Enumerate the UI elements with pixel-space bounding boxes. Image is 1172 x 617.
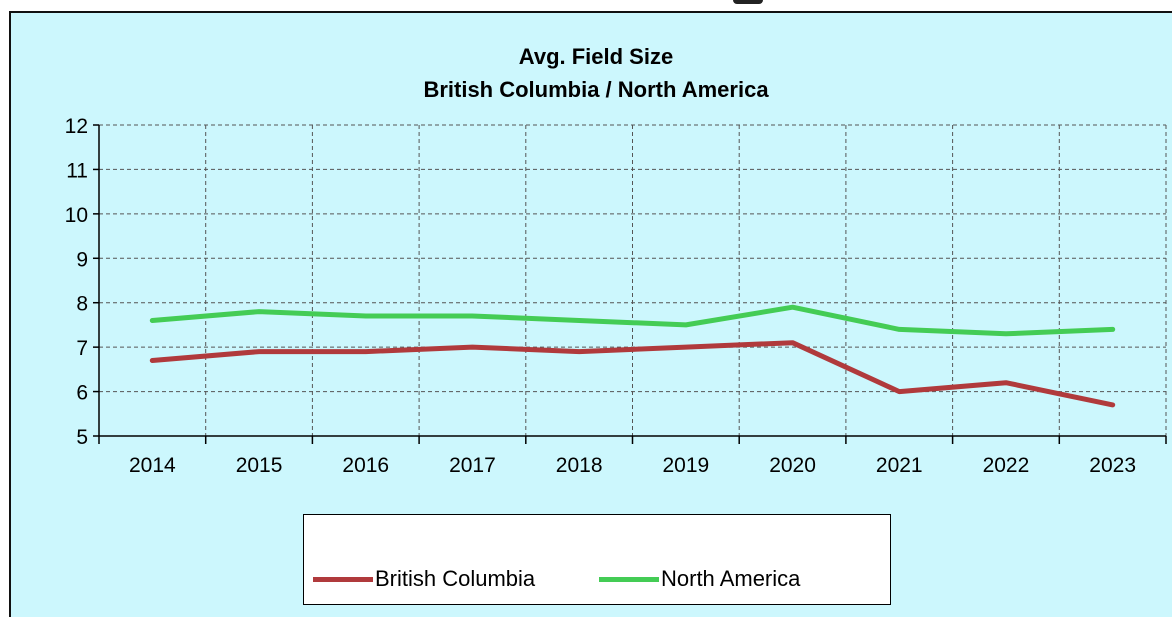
legend-swatch-british-columbia xyxy=(313,576,373,582)
y-tick-label: 7 xyxy=(76,337,88,360)
chart-title: Avg. Field Size xyxy=(519,44,673,69)
x-tick-label: 2015 xyxy=(236,454,283,477)
y-axis-ticks: 5 6 7 8 9 10 11 12 xyxy=(65,115,99,449)
gridlines xyxy=(99,124,1167,436)
y-tick-label: 5 xyxy=(76,426,88,449)
y-tick-label: 12 xyxy=(65,115,88,138)
series-line-british-columbia xyxy=(149,340,1116,408)
x-tick-label: 2017 xyxy=(449,454,496,477)
x-tick-label: 2023 xyxy=(1089,454,1136,477)
legend-item-north-america: North America xyxy=(599,565,800,593)
legend-label-north-america: North America xyxy=(661,566,801,591)
x-tick-label: 2021 xyxy=(876,454,923,477)
x-tick-label: 2016 xyxy=(342,454,389,477)
x-tick-label: 2018 xyxy=(556,454,603,477)
x-tick-label: 2022 xyxy=(983,454,1030,477)
y-tick-label: 8 xyxy=(76,293,88,316)
y-tick-label: 11 xyxy=(66,159,88,182)
legend-item-british-columbia: British Columbia xyxy=(313,565,535,593)
legend-swatch-north-america xyxy=(599,576,659,582)
x-tick-label: 2020 xyxy=(769,454,816,477)
chart-subtitle: British Columbia / North America xyxy=(423,77,769,102)
series-line-north-america xyxy=(149,304,1116,337)
x-tick-label: 2014 xyxy=(129,454,176,477)
x-tick-label: 2019 xyxy=(662,454,709,477)
y-tick-label: 9 xyxy=(76,248,88,271)
x-axis-ticks: 2014 2015 2016 2017 2018 2019 2020 2021 2022 2023 xyxy=(98,436,1167,477)
y-tick-label: 10 xyxy=(65,204,88,227)
y-tick-label: 6 xyxy=(76,382,88,405)
legend: British Columbia North America xyxy=(303,514,891,605)
legend-label-british-columbia: British Columbia xyxy=(375,566,536,591)
series-lines xyxy=(149,304,1116,408)
top-edge-fragment xyxy=(733,0,763,4)
